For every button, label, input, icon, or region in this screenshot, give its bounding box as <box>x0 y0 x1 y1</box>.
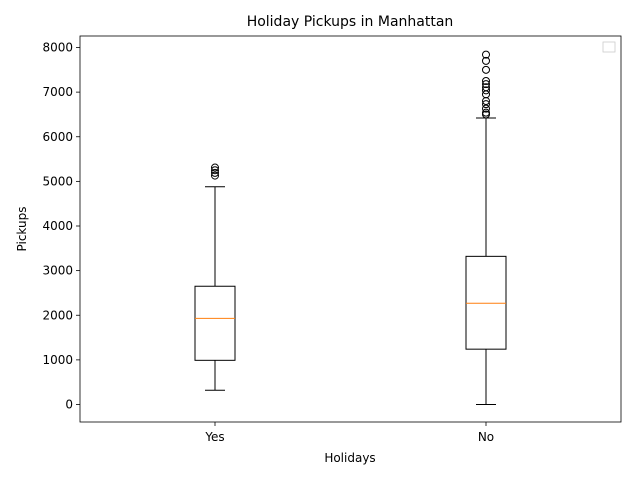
outlier-point <box>211 166 219 175</box>
boxes <box>194 50 507 405</box>
y-tick-label: 5000 <box>42 174 73 188</box>
outlier-point <box>482 104 490 113</box>
x-tick-label: Yes <box>204 430 224 444</box>
outlier-point <box>211 163 219 172</box>
y-axis-label: Pickups <box>15 207 29 252</box>
outlier-point <box>211 171 219 180</box>
legend-box <box>602 41 616 53</box>
plot-area <box>79 35 622 423</box>
outlier-point <box>482 83 490 92</box>
outlier-point <box>482 100 490 109</box>
y-tick-label: 6000 <box>42 130 73 144</box>
box-iqr <box>194 285 236 361</box>
x-tick-label: No <box>478 430 494 444</box>
outlier-point <box>482 108 490 117</box>
outlier-point <box>482 90 490 99</box>
y-tick-label: 2000 <box>42 308 73 322</box>
y-axis: 0 1000 2000 3000 4000 5000 6000 7000 8000 <box>42 41 80 412</box>
outlier-point <box>482 56 490 65</box>
y-tick-label: 7000 <box>42 85 73 99</box>
y-tick-label: 4000 <box>42 219 73 233</box>
outlier-point <box>482 65 490 74</box>
y-tick-label: 0 <box>65 398 73 412</box>
y-tick-label: 8000 <box>42 41 73 55</box>
y-tick-label: 3000 <box>42 264 73 278</box>
outlier-point <box>482 76 490 85</box>
outlier-point <box>482 80 490 89</box>
outlier-point <box>482 50 490 59</box>
x-axis: Yes No <box>204 422 494 444</box>
outlier-point <box>482 86 490 95</box>
outlier-point <box>211 168 219 177</box>
chart-title: Holiday Pickups in Manhattan <box>247 14 454 30</box>
x-axis-label: Holidays <box>324 451 375 465</box>
y-tick-label: 1000 <box>42 353 73 367</box>
